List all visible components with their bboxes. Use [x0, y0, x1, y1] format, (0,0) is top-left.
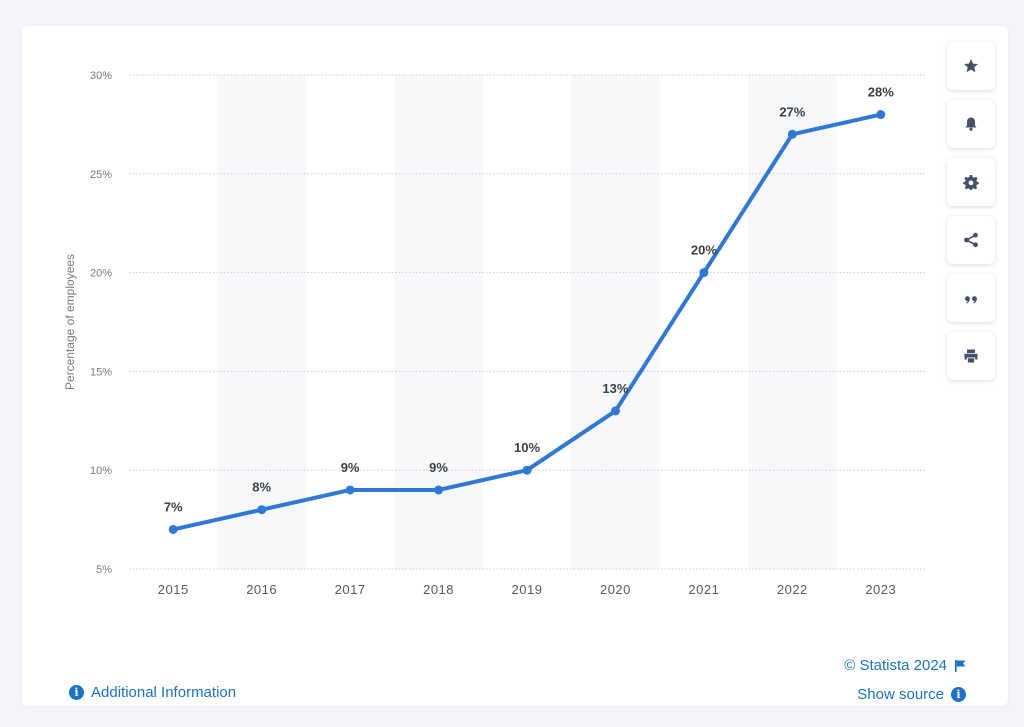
data-label: 20% [691, 243, 717, 258]
show-source-link[interactable]: Show source i [844, 686, 966, 703]
info-icon: i [951, 687, 966, 702]
data-point [257, 505, 267, 515]
data-label: 10% [514, 440, 540, 455]
data-label: 28% [868, 85, 894, 100]
data-label: 9% [429, 460, 448, 475]
star-icon [964, 59, 978, 73]
x-tick-label: 2016 [246, 582, 277, 597]
chart-card: 5% 10% 15% 20% 25% 30% Percentage of employees… [22, 26, 1008, 706]
y-tick-label: 20% [90, 268, 112, 280]
favorite-button[interactable] [947, 42, 995, 90]
line-chart: 5% 10% 15% 20% 25% 30% Percentage of employees… [63, 70, 925, 597]
category-band [571, 75, 660, 569]
y-tick-label: 30% [90, 70, 112, 82]
y-axis-title: Percentage of employees [63, 254, 77, 390]
data-point [876, 110, 886, 120]
data-point [699, 268, 709, 278]
y-tick-label: 5% [96, 564, 112, 576]
y-tick-label: 15% [90, 366, 112, 378]
additional-information-link[interactable]: i Additional Information [69, 684, 236, 701]
x-tick-label: 2020 [600, 582, 631, 597]
x-tick-label: 2021 [688, 582, 719, 597]
additional-information-label: Additional Information [91, 684, 237, 701]
quote-icon [964, 296, 977, 304]
x-tick-label: 2015 [158, 582, 189, 597]
data-label: 27% [779, 104, 805, 119]
data-label: 13% [602, 381, 628, 396]
source-block: © Statista 2024 Show source i [844, 657, 966, 703]
y-tick-label: 25% [90, 169, 112, 181]
data-point [522, 465, 532, 475]
data-point [610, 406, 620, 416]
x-tick-label: 2022 [777, 582, 808, 597]
printer-icon [964, 349, 978, 363]
category-band [748, 75, 837, 569]
notification-button[interactable] [947, 100, 995, 148]
share-icon [964, 232, 978, 248]
category-band [394, 75, 483, 569]
category-band [217, 75, 306, 569]
data-label: 9% [341, 460, 360, 475]
data-point [345, 485, 355, 495]
x-tick-label: 2023 [865, 582, 896, 597]
flag-icon[interactable] [955, 659, 966, 672]
y-tick-label: 10% [90, 465, 112, 477]
share-button[interactable] [947, 216, 995, 264]
data-point [168, 524, 178, 534]
copyright: © Statista 2024 [844, 657, 966, 674]
info-icon: i [69, 685, 84, 700]
data-label: 7% [164, 499, 183, 514]
copyright-text: © Statista 2024 [844, 657, 947, 674]
gear-icon [963, 175, 979, 190]
settings-button[interactable] [947, 158, 995, 206]
bell-icon [965, 117, 977, 131]
show-source-label: Show source [857, 686, 944, 703]
x-tick-label: 2017 [335, 582, 366, 597]
x-tick-label: 2019 [512, 582, 543, 597]
print-button[interactable] [947, 332, 995, 380]
data-label: 8% [252, 480, 271, 495]
data-point [787, 129, 797, 139]
x-tick-label: 2018 [423, 582, 454, 597]
cite-button[interactable] [947, 274, 995, 322]
data-point [434, 485, 444, 495]
